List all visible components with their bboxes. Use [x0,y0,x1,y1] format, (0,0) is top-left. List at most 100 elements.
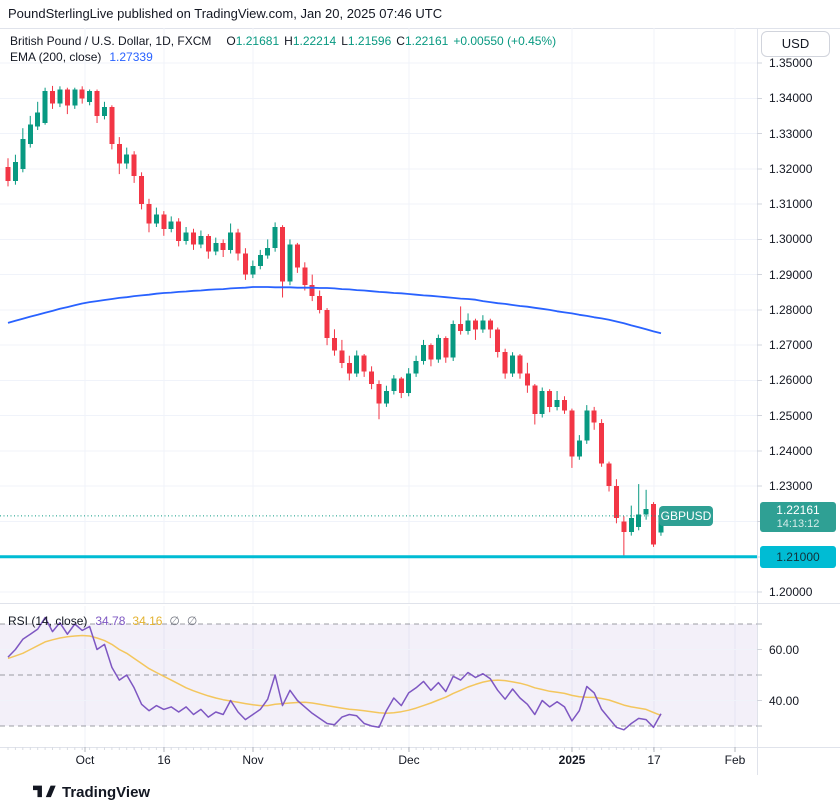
candle-body [465,320,471,332]
candle-body [183,232,189,242]
rsi-ma-line [7,634,662,717]
last-price-value: 1.22161 [776,502,820,517]
candle-body [613,486,619,518]
pane-separator[interactable] [0,603,840,604]
price-scale-label: 1.23000 [769,479,813,494]
time-axis-separator [0,747,840,748]
low-value: 1.21596 [347,34,392,48]
symbol-title[interactable]: British Pound / U.S. Dollar, 1D, FXCM [10,34,212,48]
candle-body [35,112,41,127]
header-separator [0,28,840,29]
candle-body [339,350,345,363]
ema-legend-label[interactable]: EMA (200, close) [10,50,102,64]
candle-body [369,371,375,384]
price-scale-label: 1.28000 [769,302,813,317]
candle-body [242,253,248,275]
rsi-empty-value-1: ∅ [169,614,180,628]
candle-body [480,320,486,330]
candle-body [102,107,107,116]
candle-body [198,235,204,245]
close-label: C [396,34,405,48]
candle-body [524,373,530,386]
candle-body [176,221,182,242]
candle-body [265,248,271,256]
price-scale-label: 1.26000 [769,373,813,388]
candle-body [5,167,11,182]
candle-body [57,89,63,104]
candle-body [443,338,449,358]
symbol-price-flag: GBPUSD [659,505,713,526]
ema-legend-value: 1.27339 [109,50,153,64]
candle-body [213,242,219,252]
candle-body [205,235,211,252]
time-axis-label: 16 [157,753,171,767]
open-value: 1.21681 [235,34,280,48]
candle-body [391,378,397,391]
footer-bar: TradingView [0,775,840,809]
candle-body [346,362,352,374]
low-label: L [341,34,348,48]
rsi-pane [0,606,757,747]
currency-unit-button[interactable]: USD [761,31,830,57]
candle-body [539,391,545,414]
price-scale-label: 1.34000 [769,91,813,106]
price-scale-border [757,28,758,775]
candle-body [398,378,404,393]
candle-body [116,144,122,164]
candle-body [64,89,70,106]
rsi-value: 34.78 [95,614,126,628]
candle-body [421,345,426,362]
rsi-legend-title[interactable]: RSI (14, close) [8,614,88,628]
candle-body [628,518,634,533]
candle-body [309,285,315,296]
candle-body [487,320,493,330]
candle-body [287,244,293,282]
price-scale-label: 1.29000 [769,267,813,282]
candle-body [532,385,538,414]
attribution-header: PoundSterlingLive published on TradingVi… [0,0,840,28]
candle-body [428,345,434,360]
candle-body [131,154,137,176]
high-label: H [284,34,293,48]
high-value: 1.22214 [292,34,337,48]
tradingview-logo-icon[interactable] [33,783,56,801]
price-scale-label: 1.35000 [769,56,813,70]
price-scale-label: 1.31000 [769,197,813,212]
price-scale-label: 1.25000 [769,408,813,423]
rsi-legend: RSI (14, close) 34.78 34.16 ∅ ∅ [8,614,197,628]
candle-body [324,309,330,339]
candle-body [383,391,389,404]
candle-body [458,324,464,332]
candle-body [109,107,115,145]
candle-body [606,463,612,487]
tradingview-logo-text[interactable]: TradingView [62,783,151,801]
candle-body [584,410,590,441]
time-axis-label: Dec [398,753,420,767]
candle-body [354,355,360,374]
candle-body [161,214,167,229]
candle-body [621,521,627,533]
candle-body [302,267,308,286]
candle-body [20,138,26,169]
price-scale-label: 1.27000 [769,338,813,353]
rsi-line [7,616,662,731]
candle-body [168,221,174,229]
change-value: +0.00550 (+0.45%) [453,34,557,48]
candle-body [228,232,234,250]
candle-body [510,355,516,374]
open-label: O [226,34,236,48]
candle-body [72,89,78,106]
candle-body [294,244,300,268]
rsi-scale-label: 40.00 [769,693,800,708]
scale-ticks [757,62,762,727]
candle-body [12,161,18,182]
candle-body [554,399,560,407]
candle-body [153,214,159,224]
price-scale-label: 1.32000 [769,161,813,176]
support-level-badge: 1.21000 [760,545,836,568]
candle-body [257,255,263,266]
candle-body [599,422,605,464]
price-scale-label: 1.33000 [769,126,813,141]
